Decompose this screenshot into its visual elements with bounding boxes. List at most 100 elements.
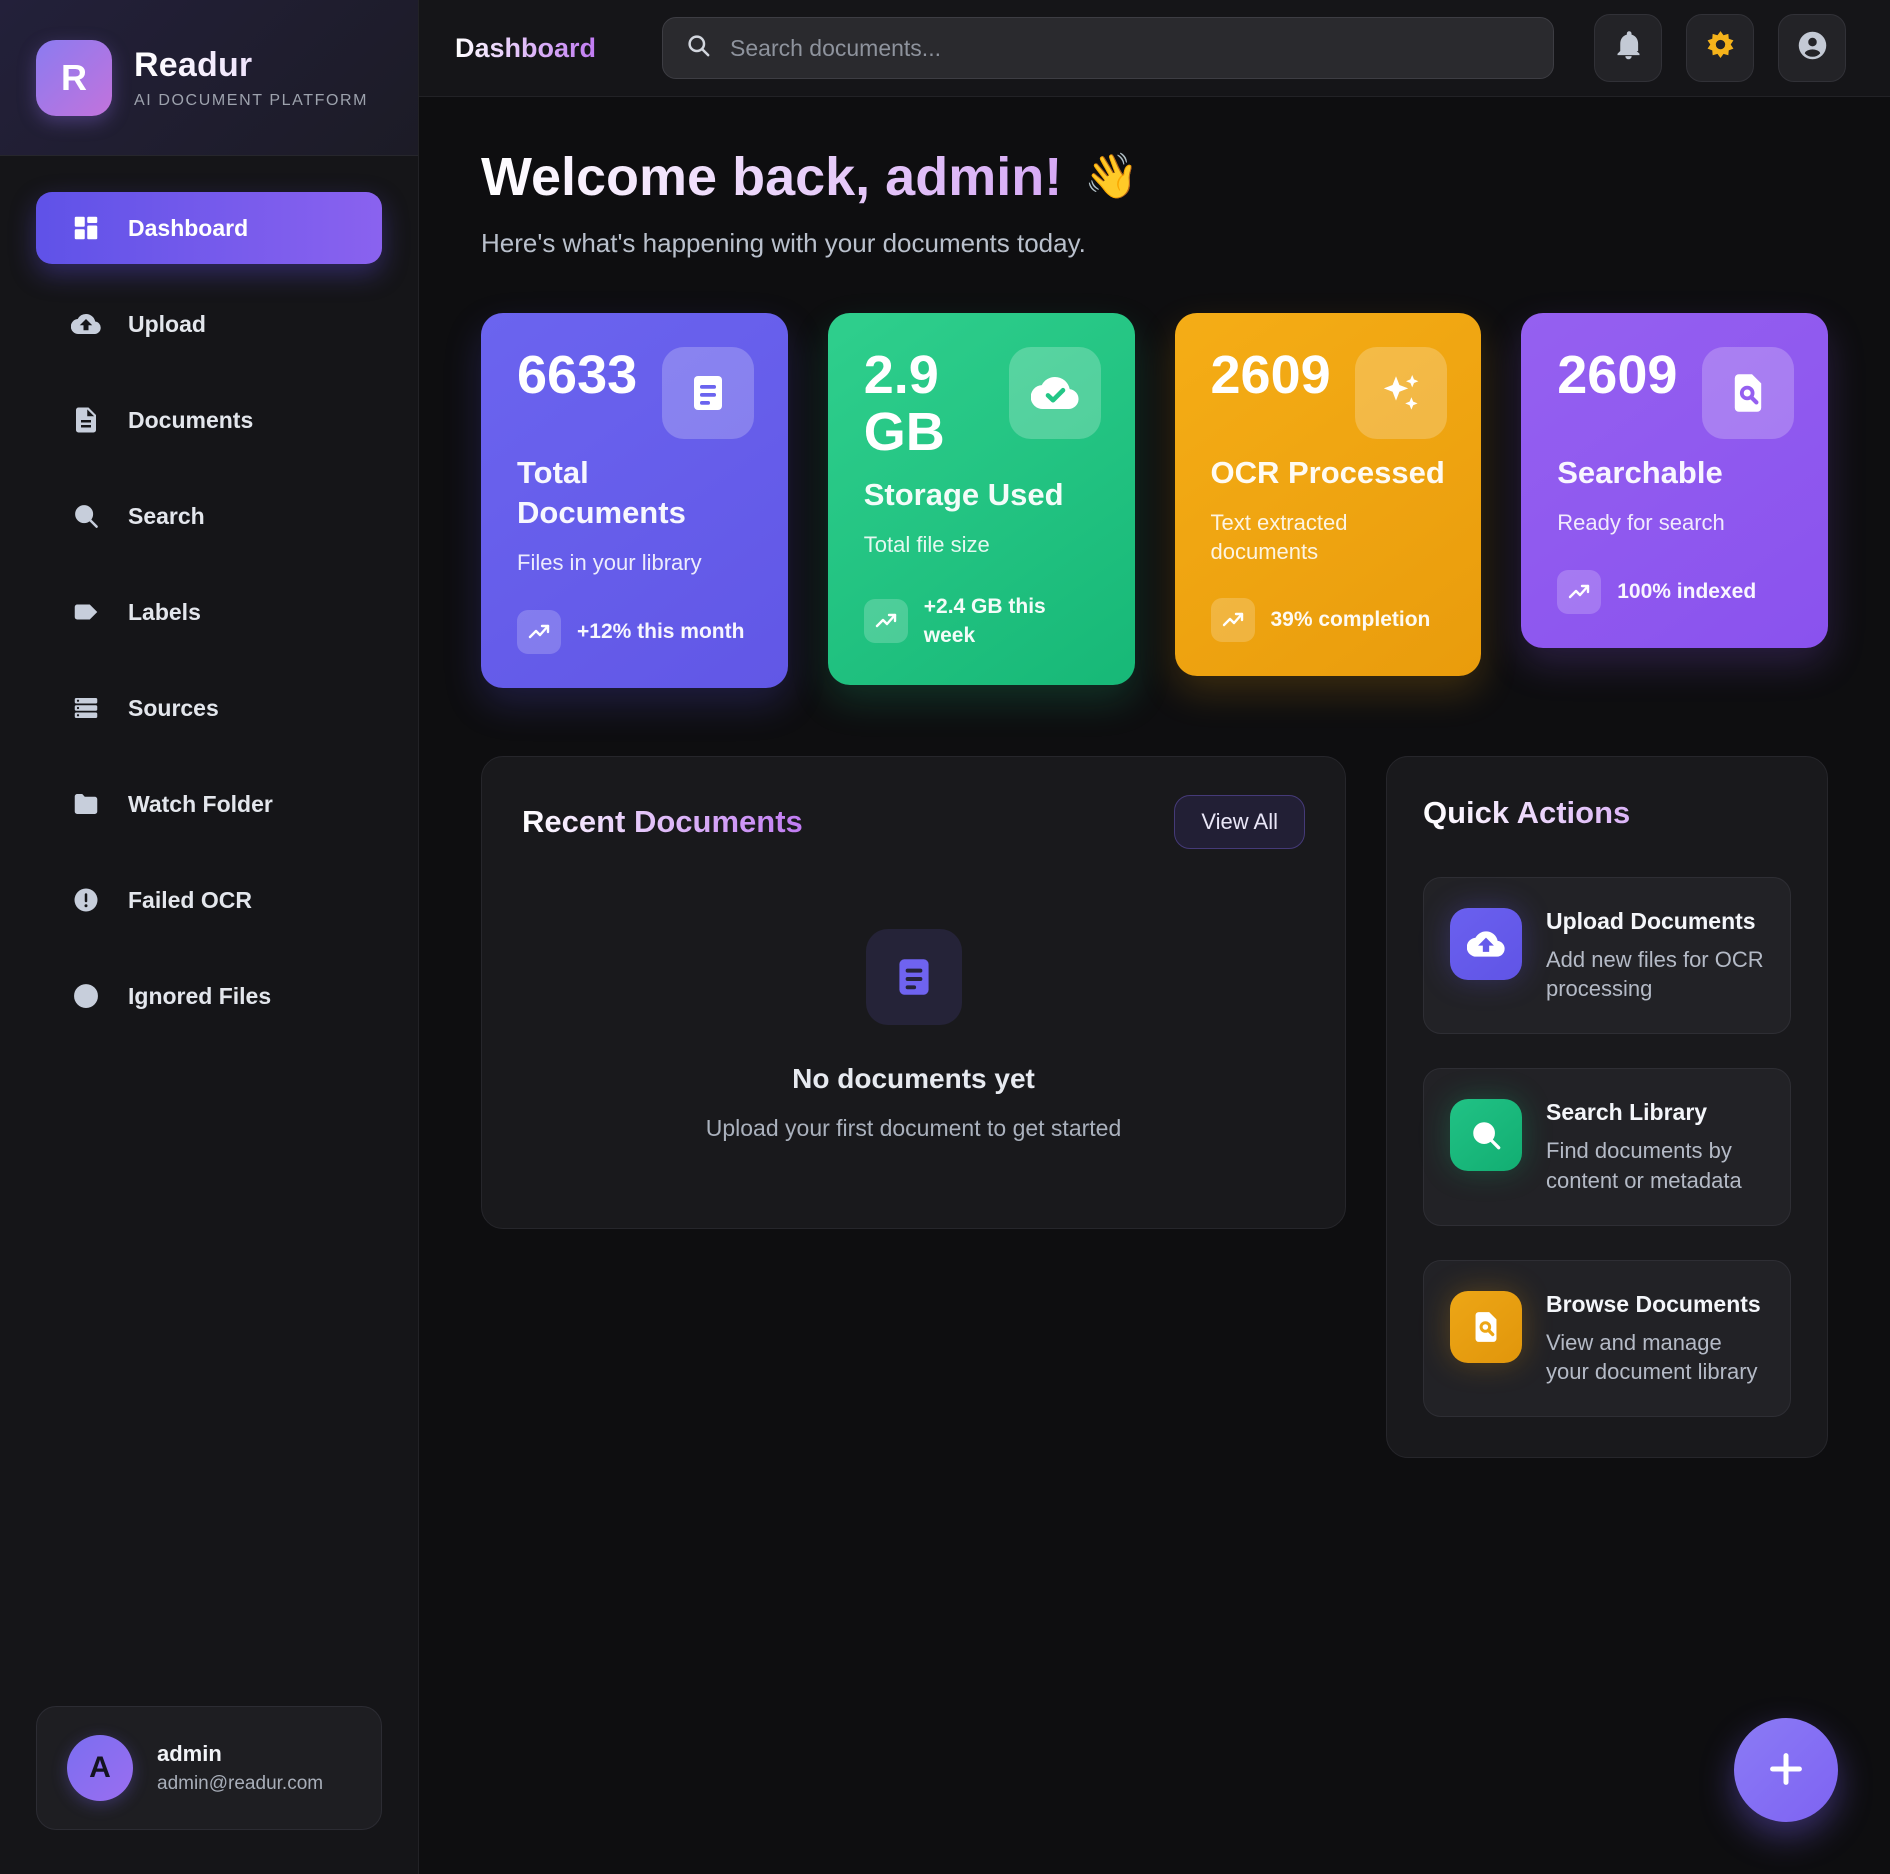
search-bar[interactable] [662,17,1554,79]
sidebar-item-label: Labels [128,598,201,625]
dashboard-content: Welcome back, admin! 👋 Here's what's hap… [419,97,1890,1459]
quick-action-title: Upload Documents [1546,907,1756,934]
cloud-done-icon [1008,346,1101,439]
stat-trend-text: 100% indexed [1617,579,1757,603]
sidebar-nav: Dashboard Upload Documents Search [0,156,418,1032]
sidebar-item-watch-folder[interactable]: Watch Folder [36,768,382,840]
cloud-upload-icon [1450,907,1522,980]
sidebar-item-label: Upload [128,310,206,337]
sidebar-item-label: Failed OCR [128,886,252,913]
topbar-actions [1554,14,1846,82]
notifications-button[interactable] [1594,14,1662,82]
stat-desc: Text extracted documents [1210,509,1348,564]
quick-action-desc: Add new files for OCR processing [1546,946,1764,1002]
brand-header: R Readur AI DOCUMENT PLATFORM [0,0,418,156]
sidebar-item-label: Documents [128,406,254,433]
search-icon [685,32,712,64]
quick-action-browse-documents[interactable]: Browse Documents View and manage your do… [1423,1259,1791,1418]
cloud-upload-icon [70,308,102,340]
stat-cards: 6633 Total Documents Files in your libra… [481,312,1828,688]
page-title: Dashboard [455,32,597,63]
waving-hand-icon: 👋 [1084,152,1139,202]
stat-label: Storage Used [863,477,1064,513]
sidebar-item-labels[interactable]: Labels [36,576,382,648]
quick-actions-panel: Quick Actions Upload Documents Add new f… [1386,755,1828,1459]
avatar: A [67,1735,133,1801]
trending-up-icon [517,609,561,654]
trending-up-icon [1210,598,1255,643]
user-email: admin@readur.com [157,1773,324,1794]
sidebar-item-search[interactable]: Search [36,480,382,552]
document-icon [865,928,962,1025]
document-search-icon [1450,1290,1522,1363]
recent-documents-header: Recent Documents View All [522,794,1305,849]
stat-value: 6633 [517,344,638,405]
stat-desc: Total file size [863,532,990,558]
view-all-button[interactable]: View All [1174,794,1305,849]
topbar: Dashboard [419,0,1890,97]
dashboard-panels: Recent Documents View All No documents y… [481,755,1828,1459]
sidebar-item-failed-ocr[interactable]: Failed OCR [36,864,382,936]
document-icon [70,404,102,436]
sidebar-user-card[interactable]: A admin admin@readur.com [36,1706,382,1830]
recent-documents-panel: Recent Documents View All No documents y… [481,755,1346,1229]
welcome-heading: Welcome back, admin! 👋 [481,149,1828,206]
sidebar-item-label: Dashboard [128,214,249,241]
add-document-fab[interactable] [1734,1718,1838,1822]
stat-label: OCR Processed [1210,454,1445,490]
stat-trend-text: 39% completion [1270,608,1431,632]
stat-card-ocr-processed[interactable]: 2609 OCR Processed Text extracted docume… [1174,312,1482,677]
stat-trend: 39% completion [1210,598,1448,643]
search-input[interactable] [730,34,1531,62]
tag-icon [70,596,102,628]
server-icon [70,692,102,724]
theme-toggle-button[interactable] [1686,14,1754,82]
sidebar-item-upload[interactable]: Upload [36,288,382,360]
plus-icon [1763,1746,1809,1795]
sidebar-item-sources[interactable]: Sources [36,672,382,744]
stat-trend-text: +2.4 GB this week [923,595,1046,648]
stat-value: 2609 [1210,344,1331,405]
stat-card-total-documents[interactable]: 6633 Total Documents Files in your libra… [481,312,788,688]
stat-trend: +2.4 GB this week [863,592,1101,651]
account-circle-icon [1796,29,1829,67]
sidebar-item-dashboard[interactable]: Dashboard [36,192,382,264]
sidebar-spacer [0,1032,418,1706]
app-subtitle: AI DOCUMENT PLATFORM [134,91,369,109]
empty-state-title: No documents yet [792,1062,1035,1094]
sidebar-item-label: Search [128,502,205,529]
stat-card-searchable[interactable]: 2609 Searchable Ready for search 100% in… [1521,312,1828,648]
search-icon [70,500,102,532]
user-name: admin [157,1741,222,1766]
welcome-subtitle: Here's what's happening with your docume… [481,227,1086,258]
quick-actions-list: Upload Documents Add new files for OCR p… [1423,876,1791,1418]
empty-state-subtitle: Upload your first document to get starte… [705,1114,1122,1141]
bell-icon [1612,29,1645,67]
quick-action-search-library[interactable]: Search Library Find documents by content… [1423,1068,1791,1226]
quick-action-upload-documents[interactable]: Upload Documents Add new files for OCR p… [1423,876,1791,1035]
alert-circle-icon [70,884,102,916]
account-button[interactable] [1778,14,1846,82]
document-search-icon [1702,346,1794,439]
stat-trend: +12% this month [517,609,754,654]
sidebar-item-documents[interactable]: Documents [36,384,382,456]
stat-value: 2.9 GB [863,344,945,462]
quick-actions-title: Quick Actions [1423,795,1791,831]
trending-up-icon [863,599,908,644]
stat-desc: Ready for search [1557,509,1725,535]
quick-action-title: Search Library [1546,1099,1708,1126]
stat-desc: Files in your library [517,550,702,576]
sidebar-item-label: Sources [128,694,219,721]
app-logo: R [36,39,112,116]
folder-icon [70,788,102,820]
stat-card-storage-used[interactable]: 2.9 GB Storage Used Total file size +2.4… [827,312,1135,685]
sun-icon [1704,29,1737,67]
sidebar: R Readur AI DOCUMENT PLATFORM Dashboard … [0,0,419,1874]
stat-label: Searchable [1557,454,1723,490]
main-area: Dashboard [419,0,1890,1874]
sidebar-item-ignored-files[interactable]: Ignored Files [36,960,382,1032]
quick-action-desc: View and manage your document library [1546,1329,1758,1385]
ban-icon [70,980,102,1012]
document-icon [661,346,754,439]
